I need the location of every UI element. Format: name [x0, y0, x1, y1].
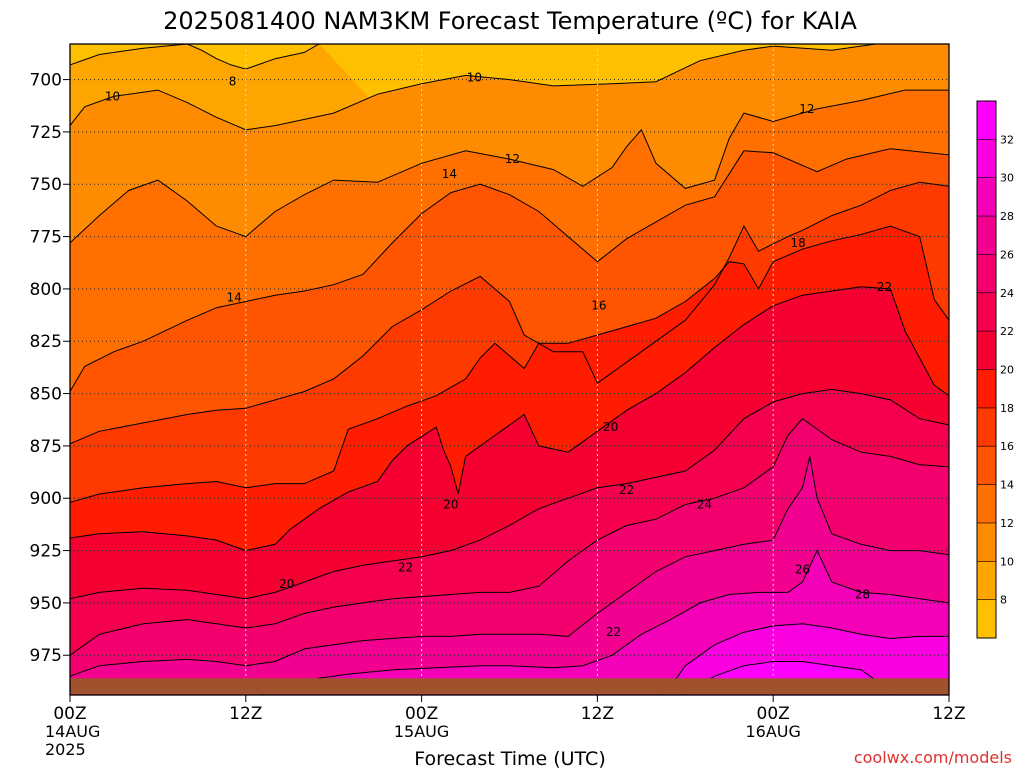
gridlines	[70, 44, 949, 695]
colorbar-label: 30	[1000, 172, 1014, 185]
contour-line	[70, 89, 949, 244]
colorbar-swatch	[977, 407, 996, 447]
contour-label: 16	[591, 299, 606, 313]
y-tick-label: 825	[30, 332, 62, 352]
colorbar-label: 20	[1000, 364, 1014, 377]
colorbar-label: 8	[1000, 594, 1007, 607]
colorbar-swatch	[977, 484, 996, 524]
colorbar-label: 16	[1000, 440, 1014, 453]
colorbar-label: 26	[1000, 248, 1014, 261]
x-axis-label: Forecast Time (UTC)	[414, 748, 605, 768]
y-tick-label: 750	[30, 175, 62, 195]
y-axis-ticks: 700 725 750 775 800 825 850 875 900 925 950 975	[30, 71, 70, 666]
x-tick-label: 12Z	[581, 704, 614, 724]
colorbar-label: 24	[1000, 287, 1014, 300]
x-tick-label: 00Z	[53, 704, 86, 724]
colorbar-label: 22	[1000, 325, 1014, 338]
colorbar-swatch	[977, 292, 996, 332]
colorbar-swatch	[977, 522, 996, 562]
colorbar-swatch	[977, 331, 996, 370]
x-tick-label: 12Z	[932, 704, 965, 724]
contour-label: 22	[619, 483, 634, 497]
x-tick-label: 2025	[45, 740, 86, 759]
colorbar-label: 32	[1000, 133, 1014, 146]
contour-label: 22	[606, 625, 621, 639]
x-tick-label: 00Z	[405, 704, 438, 724]
x-tick-label: 12Z	[229, 704, 262, 724]
colorbar-swatch	[977, 561, 996, 601]
contour-labels: 8 10 10 12 12 14 14 16 18 22 20 22 20 24 22 26 20 28 22	[105, 70, 892, 639]
contour-line	[70, 388, 949, 600]
contour-line	[70, 286, 949, 552]
plot-frame	[69, 43, 950, 696]
colorbar: 8 10 12 14 16 18 20 22 24 26 28 30 32	[976, 100, 1014, 639]
colorbar-label: 14	[1000, 479, 1014, 492]
colorbar-swatch	[977, 101, 996, 140]
y-tick-label: 700	[30, 71, 62, 91]
chart-title: 2025081400 NAM3KM Forecast Temperature (…	[163, 7, 857, 35]
y-tick-label: 850	[30, 385, 62, 405]
colorbar-swatch	[977, 446, 996, 486]
contour-label: 28	[855, 588, 870, 602]
y-tick-label: 875	[30, 437, 62, 457]
contour-label: 18	[790, 236, 805, 250]
y-tick-label: 975	[30, 646, 62, 666]
contour-label: 12	[799, 102, 814, 116]
y-tick-label: 775	[30, 228, 62, 248]
contour-label: 10	[105, 89, 120, 103]
contour-line	[70, 44, 320, 70]
x-tick-label: 00Z	[757, 704, 790, 724]
contour-label: 8	[229, 75, 237, 89]
contour-line	[70, 44, 949, 131]
credit-text: coolwx.com/models	[854, 748, 1012, 767]
x-tick-label: 15AUG	[394, 722, 449, 741]
contour-label: 20	[603, 420, 618, 434]
colorbar-swatch	[977, 599, 996, 639]
contour-label: 26	[795, 562, 810, 576]
contour-label: 20	[443, 498, 458, 512]
contour-line	[70, 181, 949, 445]
contour-line	[70, 418, 949, 656]
y-tick-label: 950	[30, 594, 62, 614]
contour-line	[70, 456, 949, 677]
y-tick-label: 900	[30, 489, 62, 509]
temperature-bands	[70, 44, 949, 695]
contour-label: 12	[505, 152, 520, 166]
contour-label: 14	[226, 290, 241, 304]
colorbar-label: 18	[1000, 402, 1014, 415]
colorbar-swatch	[977, 254, 996, 294]
contour-line	[70, 225, 949, 503]
x-tick-label: 16AUG	[745, 722, 800, 741]
contour-label: 20	[279, 577, 294, 591]
contour-line	[70, 148, 949, 392]
colorbar-label: 12	[1000, 517, 1014, 530]
y-tick-label: 800	[30, 280, 62, 300]
contour-line	[70, 549, 949, 695]
colorbar-swatch	[977, 369, 996, 409]
colorbar-label: 28	[1000, 210, 1014, 223]
contour-label: 22	[398, 560, 413, 574]
colorbar-swatch	[977, 177, 996, 217]
y-tick-label: 725	[30, 123, 62, 143]
colorbar-swatch	[977, 216, 996, 255]
y-tick-label: 925	[30, 542, 62, 562]
x-tick-label: 14AUG	[45, 722, 100, 741]
contour-label: 24	[697, 498, 712, 512]
colorbar-swatch	[977, 139, 996, 179]
colorbar-label: 10	[1000, 555, 1014, 568]
contour-label: 10	[467, 70, 482, 84]
ground-surface	[70, 678, 949, 695]
contour-label: 14	[442, 167, 457, 181]
contour-label: 22	[877, 280, 892, 294]
